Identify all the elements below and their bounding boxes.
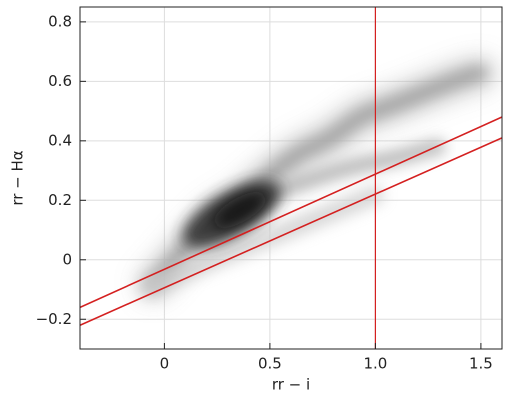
y-axis-label: rr − Hα <box>9 150 27 205</box>
y-tick-label: 0 <box>62 250 72 268</box>
x-tick-label: 1.0 <box>363 355 387 373</box>
x-tick-label: 1.5 <box>469 355 493 373</box>
plot-frame <box>79 6 503 350</box>
y-tick-label: 0.4 <box>48 131 72 149</box>
x-tick-label: 0 <box>160 355 170 373</box>
y-tick-label: −0.2 <box>36 310 72 328</box>
y-tick-label: 0.6 <box>48 72 72 90</box>
x-tick-label: 0.5 <box>258 355 282 373</box>
y-tick-label: 0.2 <box>48 191 72 209</box>
selection-line <box>80 137 502 326</box>
selection-line <box>80 116 502 309</box>
x-axis-label: rr − i <box>272 376 310 394</box>
lines <box>80 7 502 349</box>
y-tick-label: 0.8 <box>48 12 72 30</box>
